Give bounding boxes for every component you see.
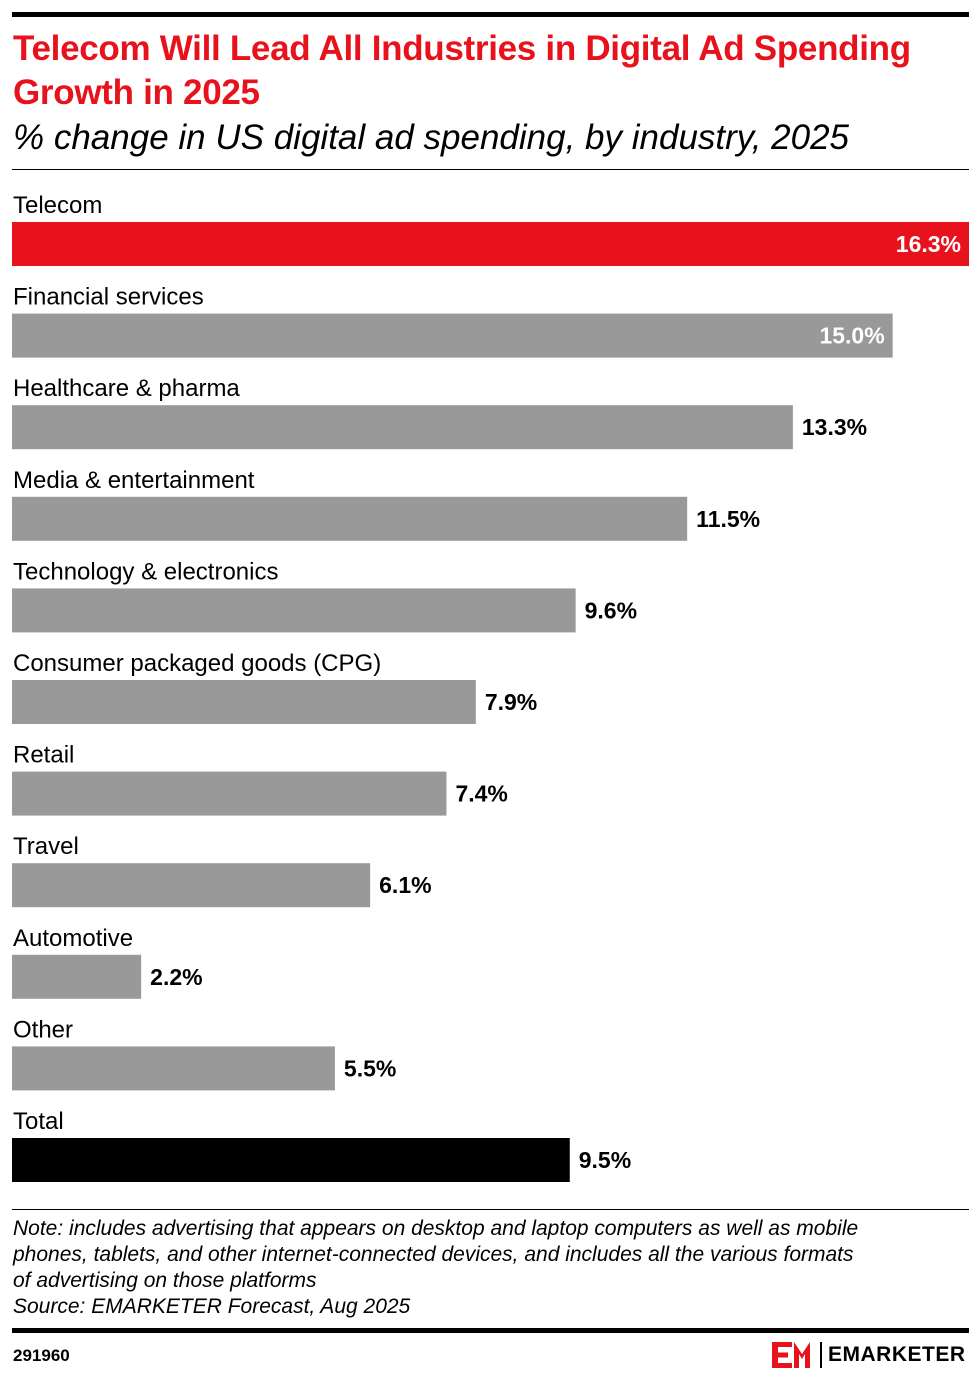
- bar-automotive: [12, 954, 142, 999]
- category-label-healthcare-pharma: Healthcare & pharma: [13, 375, 240, 402]
- brand: EMARKETER: [772, 1340, 972, 1370]
- header-divider: [12, 169, 969, 170]
- value-label-telecom: 16.3%: [896, 231, 961, 257]
- top-rule: [12, 12, 969, 17]
- category-label-telecom: Telecom: [13, 192, 102, 219]
- note-line-1: Note: includes advertising that appears …: [13, 1217, 859, 1240]
- bar-media-entertainment: [12, 496, 688, 541]
- chart-id: 291960: [13, 1346, 70, 1365]
- value-label-media-entertainment: 11.5%: [696, 506, 760, 532]
- source-line: Source: EMARKETER Forecast, Aug 2025: [13, 1295, 411, 1318]
- bar-other: [12, 1046, 335, 1091]
- chart-title: Telecom Will Lead All Industries in Digi…: [13, 29, 911, 112]
- category-label-automotive: Automotive: [13, 925, 133, 952]
- value-label-automotive: 2.2%: [150, 964, 202, 990]
- bar-travel: [12, 863, 371, 908]
- bar-retail: [12, 771, 447, 816]
- value-label-other: 5.5%: [344, 1055, 396, 1081]
- footnote: Note: includes advertising that appears …: [13, 1216, 968, 1320]
- value-label-technology-electronics: 9.6%: [585, 597, 637, 623]
- brand-name: EMARKETER: [828, 1343, 966, 1366]
- bar-consumer-packaged-goods-cpg: [12, 680, 476, 724]
- bar-technology-electronics: [12, 588, 576, 633]
- category-label-technology-electronics: Technology & electronics: [13, 558, 278, 585]
- value-label-healthcare-pharma: 13.3%: [802, 414, 867, 440]
- value-label-total: 9.5%: [579, 1147, 631, 1173]
- bar-total: [12, 1138, 570, 1182]
- bar-financial-services: [12, 313, 893, 358]
- value-label-travel: 6.1%: [379, 872, 431, 898]
- bar-chart: Telecom 16.3% Financial services 15.0% Healt…: [12, 192, 969, 1182]
- note-line-3: of advertising on those platforms: [13, 1269, 317, 1292]
- chart-subtitle: % change in US digital ad spending, by i…: [13, 118, 850, 157]
- emarketer-logo-icon: [772, 1342, 810, 1368]
- note-line-2: phones, tablets, and other internet-conn…: [13, 1243, 854, 1266]
- bar-healthcare-pharma: [12, 405, 793, 450]
- category-label-total: Total: [13, 1108, 64, 1135]
- category-label-financial-services: Financial services: [13, 284, 204, 311]
- category-label-other: Other: [13, 1016, 73, 1043]
- category-label-retail: Retail: [13, 742, 74, 769]
- bar-telecom: [12, 222, 969, 266]
- note-divider: [12, 1209, 969, 1210]
- value-label-financial-services: 15.0%: [819, 323, 884, 349]
- category-label-media-entertainment: Media & entertainment: [13, 467, 255, 494]
- value-label-retail: 7.4%: [455, 781, 507, 807]
- bottom-rule: [12, 1328, 969, 1333]
- value-label-consumer-packaged-goods-cpg: 7.9%: [485, 689, 537, 715]
- category-label-travel: Travel: [13, 833, 79, 860]
- brand-separator: [820, 1342, 822, 1368]
- category-label-consumer-packaged-goods-cpg: Consumer packaged goods (CPG): [13, 650, 381, 677]
